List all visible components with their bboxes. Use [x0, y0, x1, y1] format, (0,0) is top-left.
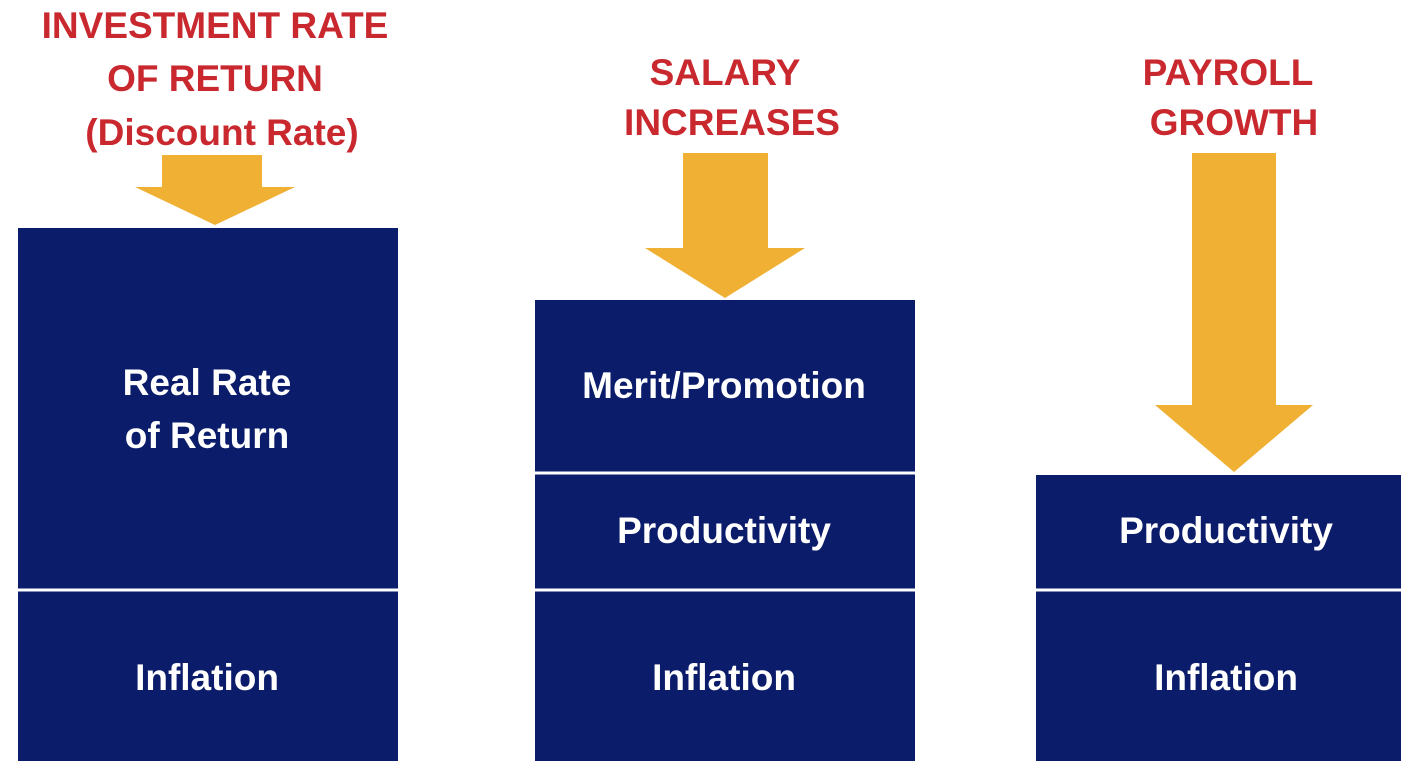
block-stack [18, 228, 398, 761]
column-title: OF RETURN [107, 58, 323, 99]
block-stack [535, 300, 915, 761]
arrow [645, 153, 805, 298]
column-title: SALARY [650, 52, 801, 93]
block-label: of Return [125, 415, 289, 456]
column-title: PAYROLL [1143, 52, 1314, 93]
block-label: Inflation [1154, 657, 1298, 698]
block-label: Real Rate [123, 362, 292, 403]
column-title: (Discount Rate) [85, 112, 358, 153]
column-title: INCREASES [624, 102, 840, 143]
column-title: INVESTMENT RATE [42, 5, 389, 46]
block-label: Merit/Promotion [582, 365, 866, 406]
block-label: Productivity [617, 510, 831, 551]
block-stack [1036, 475, 1401, 761]
block-label: Inflation [652, 657, 796, 698]
block-label: Inflation [135, 657, 279, 698]
arrow [135, 155, 295, 225]
column-title: GROWTH [1150, 102, 1319, 143]
arrow [1155, 153, 1313, 472]
block-label: Productivity [1119, 510, 1333, 551]
